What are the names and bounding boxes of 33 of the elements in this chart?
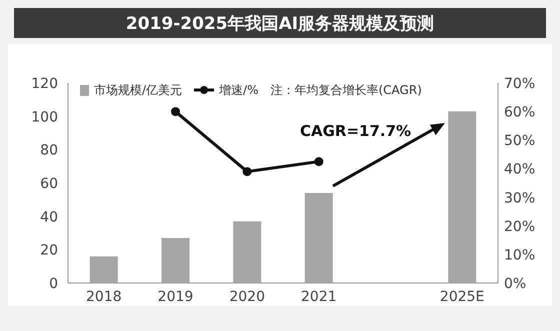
- y2-tick-label: 50%: [504, 133, 536, 150]
- y2-tick-label: 20%: [504, 218, 536, 235]
- bar: [233, 221, 262, 283]
- bar: [304, 193, 333, 283]
- x-tick-label: 2019: [158, 289, 194, 305]
- x-tick-label: 2021: [301, 289, 337, 305]
- x-tick-label: 2020: [229, 289, 265, 305]
- legend-label: 市场规模/亿美元: [94, 83, 182, 97]
- point: [314, 157, 324, 166]
- chart-title: 2019-2025年我国AI服务器规模及预测: [126, 14, 434, 34]
- y2-tick-label: 10%: [504, 247, 536, 264]
- legend-label: 增速/%: [218, 83, 258, 97]
- y-tick-label: 60: [40, 176, 58, 192]
- bar: [448, 111, 476, 283]
- bar: [90, 256, 118, 283]
- y-tick-label: 120: [31, 76, 58, 92]
- x-tick-label: 2025E: [440, 289, 484, 305]
- y-tick-label: 100: [31, 109, 58, 126]
- point: [242, 167, 252, 176]
- annotation: CAGR=17.7%: [300, 122, 412, 140]
- y2-tick-label: 60%: [504, 104, 536, 121]
- x-tick-label: 2018: [86, 289, 122, 305]
- y2-tick-label: 40%: [504, 162, 536, 178]
- point: [171, 107, 180, 116]
- y2-tick-label: 30%: [504, 190, 536, 206]
- y-tick-label: 0: [49, 276, 58, 292]
- y-tick-label: 40: [40, 209, 58, 226]
- y-tick-label: 20: [40, 242, 58, 259]
- bar: [162, 238, 190, 283]
- y2-tick-label: 70%: [504, 76, 536, 92]
- y-tick-label: 80: [40, 142, 58, 159]
- annotation: 注：年均复合增长率(CAGR): [270, 83, 422, 97]
- y2-tick-label: 0%: [504, 276, 526, 292]
